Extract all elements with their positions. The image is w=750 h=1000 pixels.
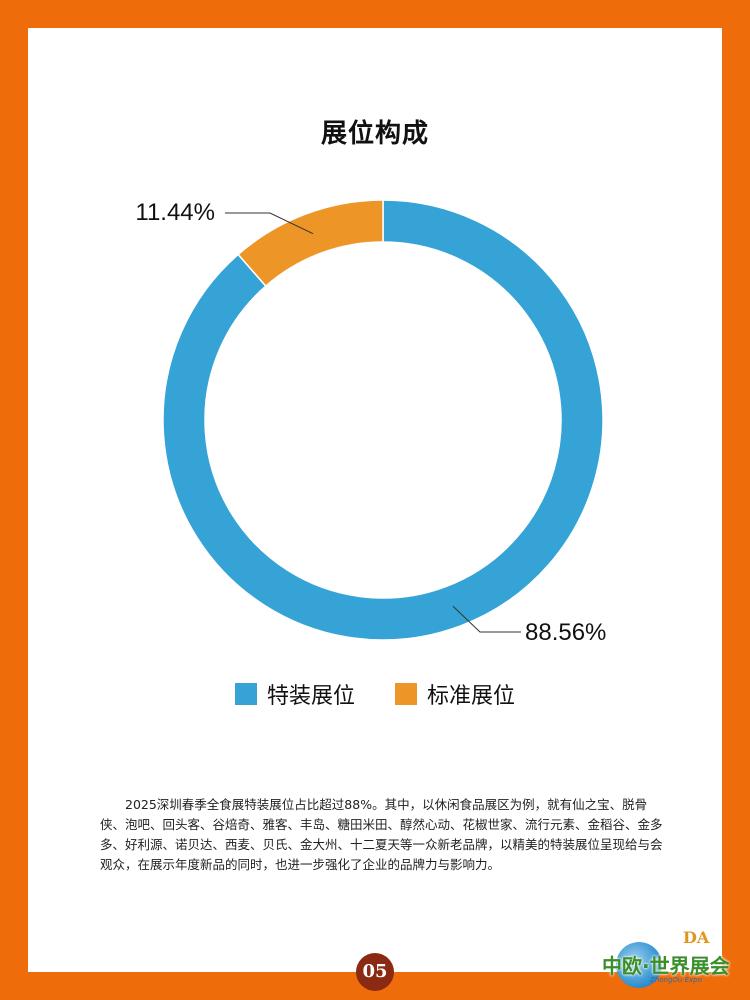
expo-logo-name: 中欧·世界展会	[602, 954, 730, 978]
legend-label-1: 标准展位	[427, 684, 516, 709]
page-number-badge: 05	[356, 953, 394, 991]
content-panel	[28, 28, 722, 972]
legend-item-1: 标准展位	[395, 678, 515, 710]
leader-lines	[225, 212, 521, 633]
body-paragraph: 2025深圳春季全食展特装展位占比超过88%。其中，以休闲食品展区为例，就有仙之…	[100, 797, 663, 872]
legend-swatch-0	[234, 683, 257, 705]
legend-swatch-1	[395, 683, 417, 705]
da-logo-mark: DA	[683, 928, 710, 947]
donut-slice-1	[237, 199, 384, 288]
leader-line-0	[452, 605, 521, 633]
data-labels: 88.56% 11.44%	[135, 199, 606, 646]
data-label-0: 88.56%	[525, 619, 606, 646]
data-label-1: 11.44%	[135, 199, 215, 226]
expo-logo-sub: ZhongOu Expo	[650, 976, 702, 984]
chart-title: 展位构成	[320, 119, 429, 149]
legend-label-0: 特装展位	[266, 684, 355, 709]
legend-item-0: 特装展位	[234, 678, 355, 710]
chart-legend: 特装展位 标准展位	[0, 678, 750, 710]
donut-slice-0	[162, 199, 604, 641]
donut-slices	[162, 199, 604, 641]
globe-icon	[616, 942, 662, 988]
expo-logo: 中欧·世界展会 ZhongOu Expo	[602, 942, 742, 994]
leader-line-1	[225, 212, 314, 235]
